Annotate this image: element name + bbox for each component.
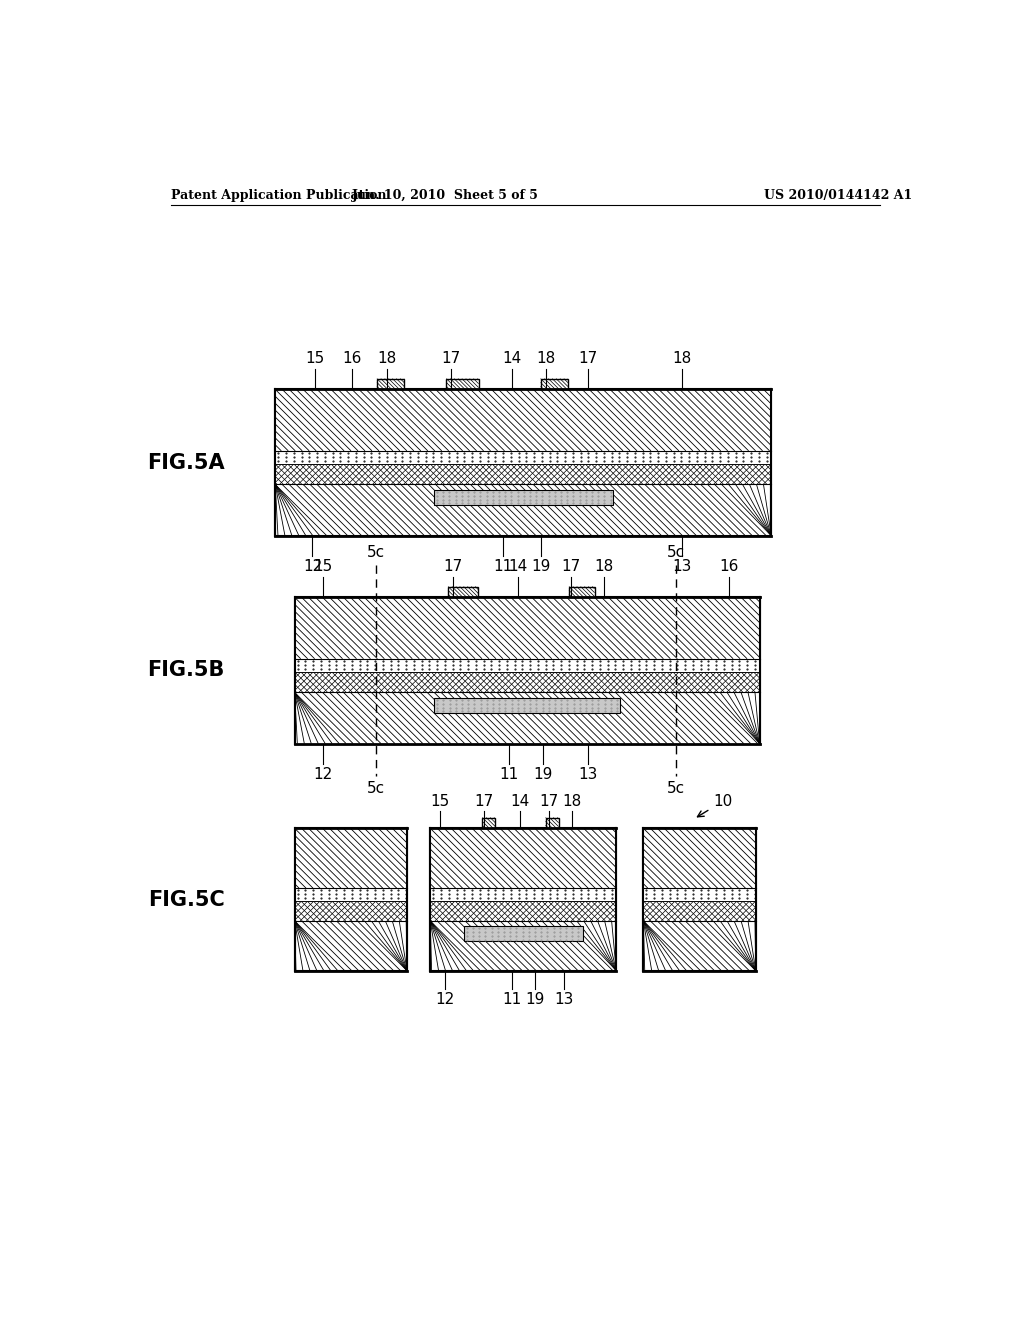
Text: FIG.5C: FIG.5C: [147, 890, 224, 909]
Bar: [295, 829, 407, 888]
Bar: [295, 672, 760, 693]
Text: 5c: 5c: [367, 780, 385, 796]
Bar: [295, 597, 760, 659]
Text: 18: 18: [377, 351, 396, 367]
Bar: [295, 659, 760, 672]
Text: 17: 17: [540, 795, 559, 809]
Bar: [430, 829, 616, 970]
Bar: [295, 597, 760, 743]
Text: 13: 13: [673, 558, 691, 574]
Bar: [430, 921, 616, 970]
Text: 5c: 5c: [667, 545, 685, 560]
Bar: [569, 586, 595, 597]
Bar: [275, 389, 771, 451]
Text: 12: 12: [313, 767, 332, 781]
Bar: [295, 693, 760, 743]
Text: 13: 13: [578, 767, 597, 781]
Text: 18: 18: [562, 795, 582, 809]
Bar: [275, 389, 771, 536]
Text: FIG.5A: FIG.5A: [147, 453, 225, 473]
Bar: [295, 902, 407, 921]
Text: 18: 18: [536, 351, 555, 367]
Text: 18: 18: [594, 560, 613, 574]
Text: 12: 12: [303, 558, 323, 574]
Bar: [295, 829, 407, 970]
Bar: [643, 921, 756, 970]
Bar: [482, 817, 496, 829]
Text: Patent Application Publication: Patent Application Publication: [171, 189, 386, 202]
Bar: [446, 379, 478, 389]
Bar: [449, 586, 478, 597]
Text: 17: 17: [474, 795, 494, 809]
Text: 17: 17: [443, 560, 463, 574]
Bar: [430, 888, 616, 902]
Bar: [275, 465, 771, 484]
Bar: [295, 921, 407, 970]
Bar: [643, 902, 756, 921]
Text: 17: 17: [579, 351, 597, 367]
Bar: [275, 451, 771, 465]
Bar: [434, 490, 612, 506]
Bar: [541, 379, 568, 389]
Text: 16: 16: [720, 560, 739, 574]
Text: 13: 13: [554, 991, 573, 1007]
Text: 14: 14: [510, 795, 529, 809]
Bar: [377, 379, 404, 389]
Text: 19: 19: [525, 991, 545, 1007]
Text: 11: 11: [494, 558, 513, 574]
Text: 18: 18: [673, 351, 691, 367]
Bar: [546, 817, 558, 829]
Bar: [643, 888, 756, 902]
Text: Jun. 10, 2010  Sheet 5 of 5: Jun. 10, 2010 Sheet 5 of 5: [352, 189, 540, 202]
Text: 16: 16: [342, 351, 361, 367]
Bar: [275, 484, 771, 536]
Text: 5c: 5c: [367, 545, 385, 560]
Text: 15: 15: [305, 351, 325, 367]
Text: 10: 10: [697, 793, 732, 817]
Bar: [295, 888, 407, 902]
Text: 12: 12: [435, 991, 455, 1007]
Text: 14: 14: [503, 351, 522, 367]
Bar: [434, 697, 621, 713]
Text: 17: 17: [562, 560, 581, 574]
Bar: [430, 829, 616, 888]
Text: 15: 15: [313, 560, 332, 574]
Bar: [643, 829, 756, 888]
Bar: [464, 925, 583, 941]
Bar: [643, 829, 756, 970]
Text: 11: 11: [503, 991, 521, 1007]
Text: US 2010/0144142 A1: US 2010/0144142 A1: [764, 189, 911, 202]
Text: 19: 19: [530, 558, 550, 574]
Text: 17: 17: [441, 351, 461, 367]
Text: 5c: 5c: [667, 780, 685, 796]
Text: 11: 11: [499, 767, 518, 781]
Text: 19: 19: [534, 767, 553, 781]
Text: FIG.5B: FIG.5B: [147, 660, 225, 680]
Bar: [430, 902, 616, 921]
Text: 14: 14: [508, 560, 527, 574]
Text: 15: 15: [430, 795, 450, 809]
